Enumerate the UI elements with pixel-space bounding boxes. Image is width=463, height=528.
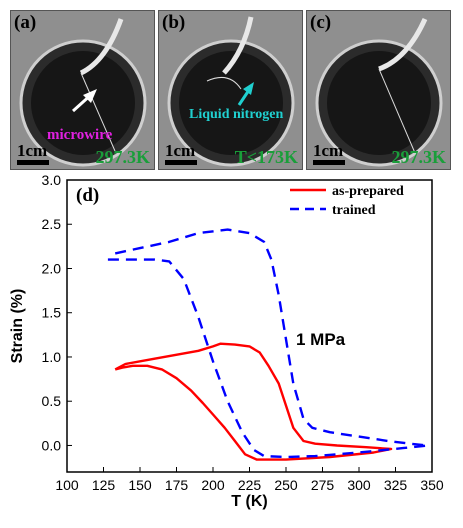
x-tick-label: 325 xyxy=(384,477,408,493)
axis-ticks: 100 125 150 175 200 225 250 275 300 325 350 0.0 0.5 1… xyxy=(42,172,444,493)
legend-label: as-prepared xyxy=(332,184,404,199)
x-tick-label: 250 xyxy=(274,477,298,493)
temperature-label-a: 297.3K xyxy=(95,147,150,167)
petri-dish-photo-c xyxy=(315,17,443,167)
temperature-label-b: T<173K xyxy=(234,147,298,167)
y-axis-label: Strain (%) xyxy=(9,289,26,364)
photo-panel-c: (c) 1cm 297.3K xyxy=(306,10,451,170)
panel-tag-c: (c) xyxy=(310,12,332,33)
scale-label-c: 1cm xyxy=(313,141,344,160)
series-line-as-prepared xyxy=(114,342,393,461)
petri-dish-photo-b xyxy=(167,16,295,167)
x-tick-label: 200 xyxy=(201,477,225,493)
y-tick-label: 0.0 xyxy=(42,437,62,453)
x-tick-label: 275 xyxy=(311,477,335,493)
panel-tag-d: (d) xyxy=(76,185,99,206)
microwire-label: microwire xyxy=(47,127,113,143)
x-tick-label: 150 xyxy=(128,477,152,493)
plot-frame xyxy=(66,179,433,473)
y-tick-label: 1.0 xyxy=(42,349,62,365)
panel-tag-a: (a) xyxy=(14,12,37,33)
y-tick-label: 0.5 xyxy=(42,393,62,409)
y-tick-label: 1.5 xyxy=(42,305,62,321)
scale-bar-c xyxy=(313,160,345,165)
y-tick-label: 2.5 xyxy=(42,216,62,232)
photo-panel-a: (a) microwire 1cm 297.3K xyxy=(10,10,155,170)
panel-tag-b: (b) xyxy=(162,12,186,33)
strain-temperature-chart: 100 125 150 175 200 225 250 275 300 325 350 0.0 0.5 1… xyxy=(9,172,444,510)
liquid-nitrogen-label: Liquid nitrogen xyxy=(189,107,284,122)
legend-label: trained xyxy=(332,203,376,218)
series-line-trained xyxy=(107,228,429,459)
x-axis-label: T (K) xyxy=(231,493,267,510)
x-tick-label: 125 xyxy=(92,477,116,493)
legend: as-prepared trained xyxy=(290,184,404,218)
petri-dish-photo-a xyxy=(19,18,147,167)
scale-label-b: 1cm xyxy=(165,141,196,160)
x-tick-label: 350 xyxy=(420,477,444,493)
y-tick-label: 2.0 xyxy=(42,260,62,276)
scale-bar-b xyxy=(165,160,197,165)
pressure-annotation: 1 MPa xyxy=(296,330,346,349)
scale-bar-a xyxy=(17,160,49,165)
photo-panel-b: (b) Liquid nitrogen 1cm T<173K xyxy=(158,10,303,170)
x-tick-label: 225 xyxy=(238,477,262,493)
scale-label-a: 1cm xyxy=(17,141,48,160)
x-tick-label: 300 xyxy=(347,477,371,493)
temperature-label-c: 297.3K xyxy=(391,147,446,167)
x-tick-label: 175 xyxy=(165,477,189,493)
y-tick-label: 3.0 xyxy=(42,172,62,188)
x-tick-label: 100 xyxy=(55,477,79,493)
series-layer xyxy=(107,228,429,461)
